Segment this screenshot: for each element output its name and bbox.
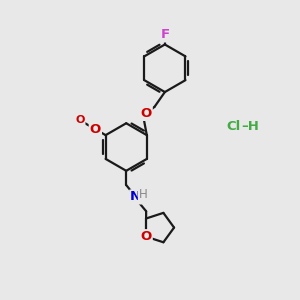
- Text: H: H: [139, 188, 148, 201]
- Text: –H: –H: [242, 120, 260, 133]
- Text: O: O: [90, 123, 101, 136]
- Text: O: O: [140, 107, 152, 120]
- Text: Cl: Cl: [226, 120, 240, 133]
- Text: O: O: [75, 115, 85, 125]
- Text: N: N: [130, 190, 141, 203]
- Text: F: F: [160, 28, 170, 41]
- Text: O: O: [140, 230, 152, 243]
